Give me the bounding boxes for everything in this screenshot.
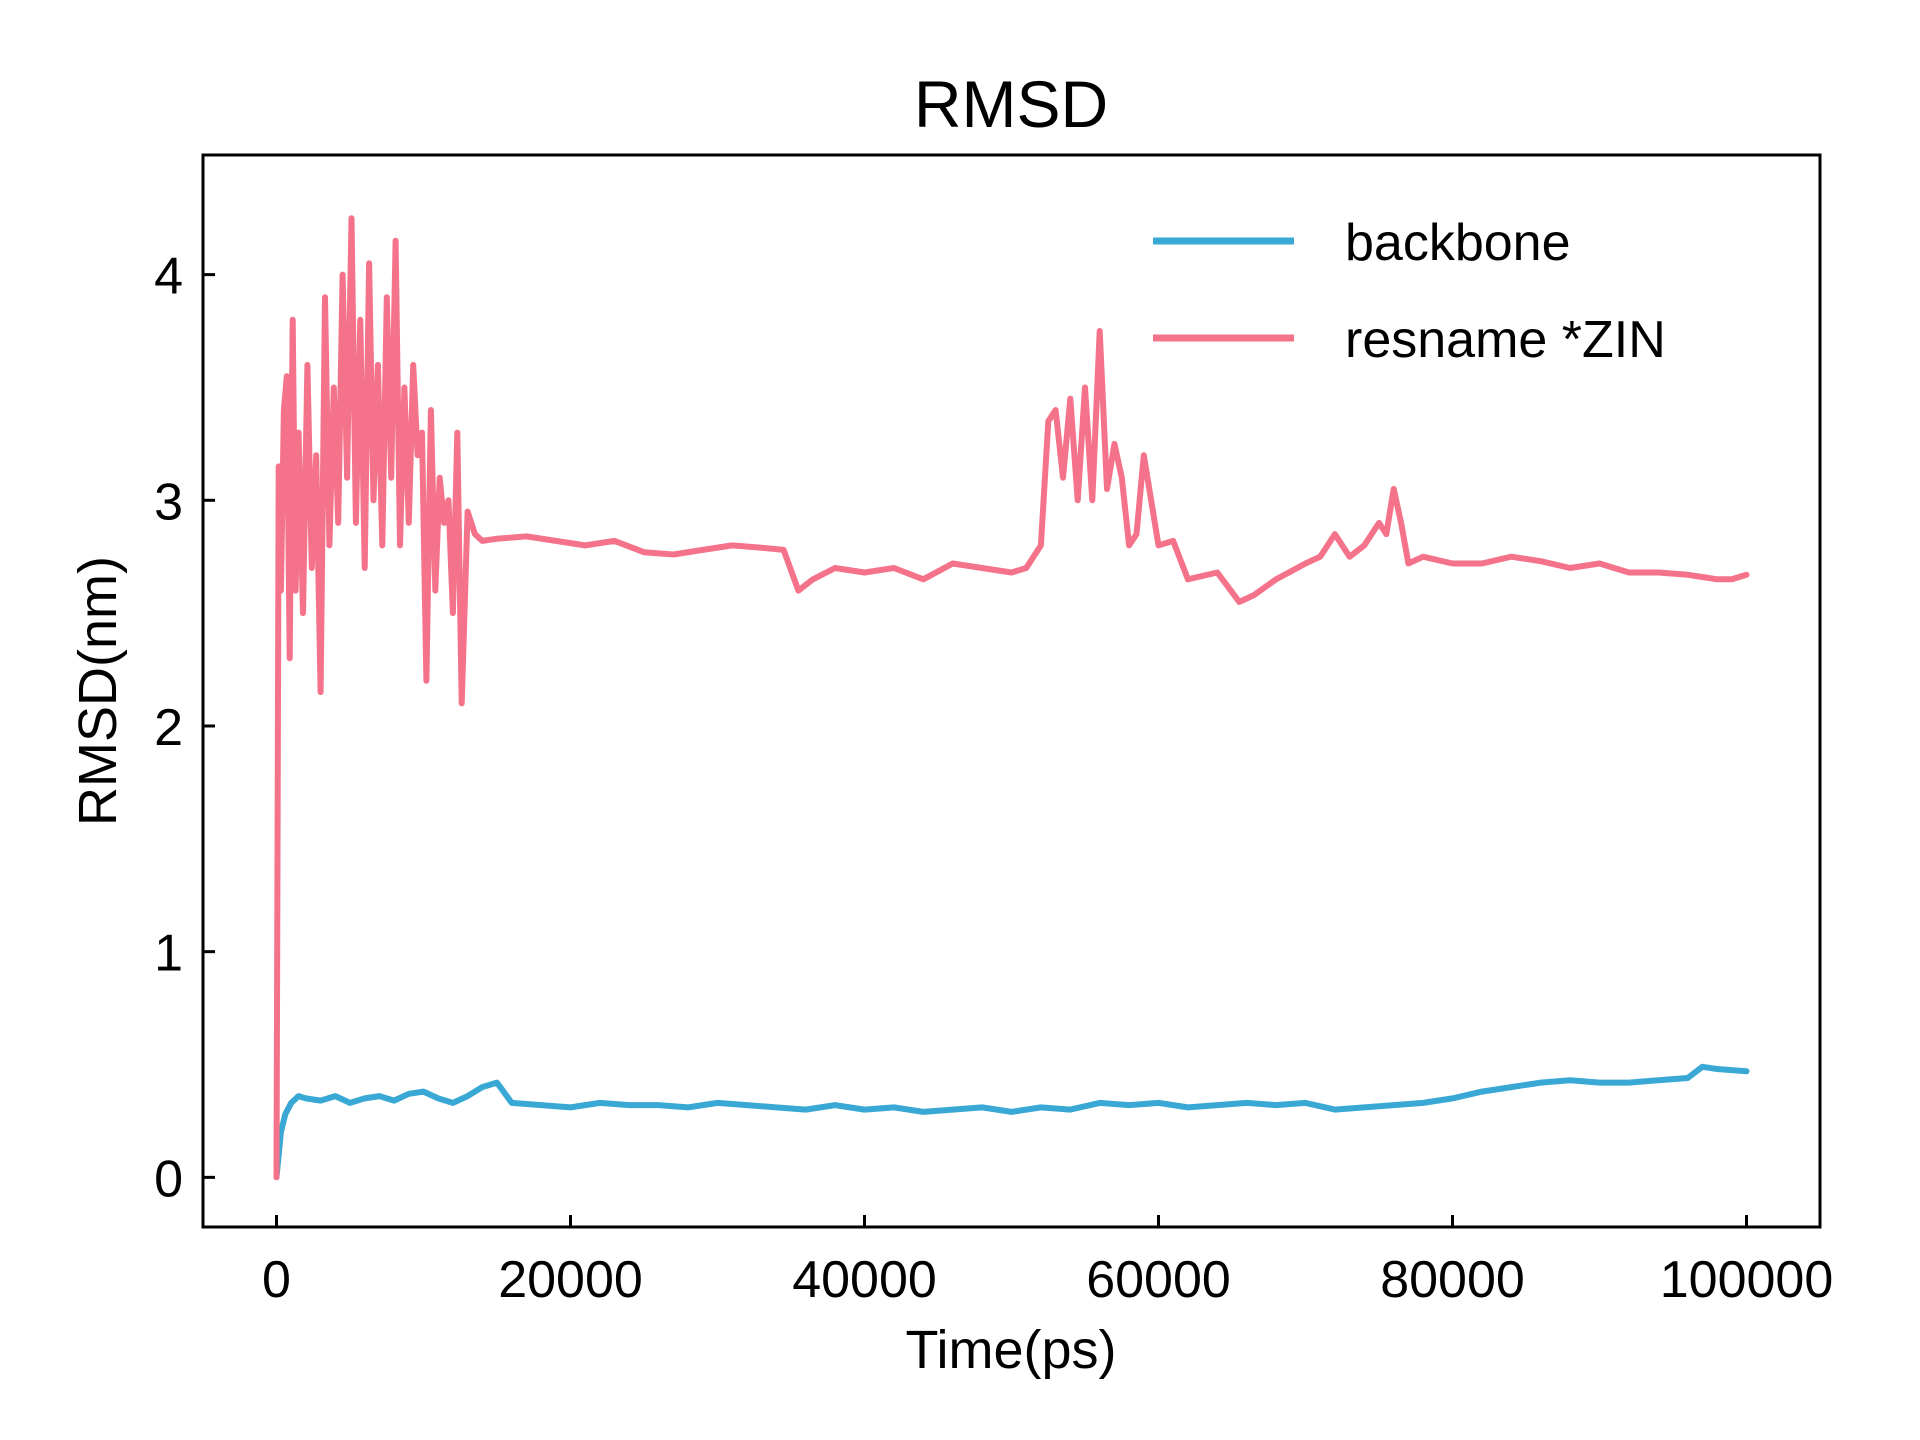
- y-axis-ticks: 0 1 2 3 4: [154, 248, 215, 1208]
- y-tick-label: 3: [154, 473, 183, 531]
- x-tick-label: 100000: [1660, 1251, 1834, 1309]
- x-tick-label: 0: [262, 1251, 291, 1309]
- y-tick-label: 2: [154, 699, 183, 757]
- x-axis-label: Time(ps): [906, 1320, 1117, 1380]
- series-layer: [273, 215, 1750, 1181]
- y-tick-label: 1: [154, 925, 183, 983]
- x-tick-label: 20000: [498, 1251, 643, 1309]
- plot-area: 0 20000 40000 60000 80000 100000 0 1 2 3 4: [154, 153, 1833, 1309]
- plot-frame: [201, 153, 1822, 1229]
- chart-title: RMSD: [914, 67, 1108, 141]
- legend: backbone resname *ZIN: [1153, 214, 1666, 369]
- legend-label-resname-zin: resname *ZIN: [1345, 311, 1666, 369]
- legend-label-backbone: backbone: [1345, 214, 1571, 272]
- x-axis-ticks: 0 20000 40000 60000 80000 100000: [262, 1215, 1833, 1309]
- y-axis-label: RMSD(nm): [68, 556, 128, 826]
- x-tick-label: 80000: [1380, 1251, 1525, 1309]
- y-tick-label: 0: [154, 1150, 183, 1208]
- x-tick-label: 60000: [1086, 1251, 1231, 1309]
- series-line-backbone: [273, 1063, 1750, 1181]
- y-tick-label: 4: [154, 248, 183, 306]
- series-line-resname-zin: [273, 215, 1750, 1181]
- x-tick-label: 40000: [792, 1251, 937, 1309]
